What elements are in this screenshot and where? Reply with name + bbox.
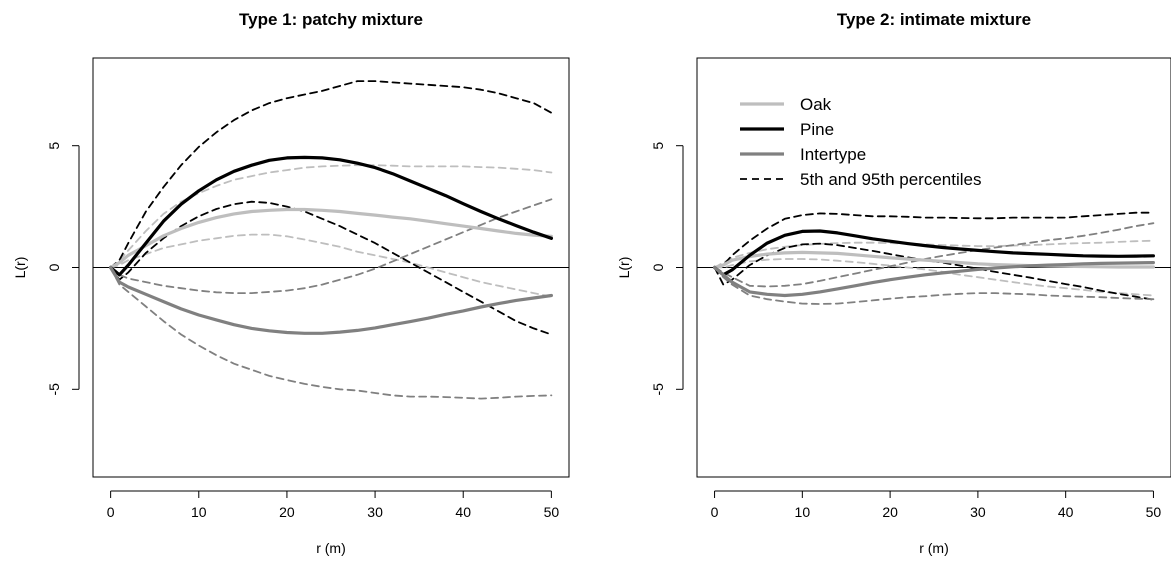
y-tick-label: 5 — [650, 142, 666, 150]
series-line-pine — [108, 155, 554, 277]
series-line-oak — [712, 250, 1156, 270]
series-line-oak — [108, 207, 554, 270]
x-tick-label: 40 — [1058, 504, 1074, 520]
x-tick-label: 10 — [191, 504, 207, 520]
series-line-intertype-lower — [713, 266, 1155, 305]
y-axis-label: L(r) — [616, 257, 632, 279]
series-line-pine-lower — [109, 200, 553, 336]
series-line-intertype-upper — [109, 198, 553, 295]
chart-title: Type 2: intimate mixture — [837, 10, 1031, 29]
x-tick-label: 30 — [970, 504, 986, 520]
series-line-oak-upper — [109, 164, 553, 269]
legend-label: Oak — [800, 95, 832, 114]
x-tick-label: 20 — [882, 504, 898, 520]
y-tick-label: 0 — [650, 263, 666, 271]
x-tick-label: 10 — [795, 504, 811, 520]
legend-label: Pine — [800, 120, 834, 139]
x-axis-label: r (m) — [316, 540, 346, 556]
series-line-pine-upper — [713, 211, 1155, 269]
series-group — [712, 211, 1156, 305]
series-line-intertype-lower — [109, 266, 553, 400]
series-line-intertype — [712, 261, 1156, 298]
legend-label: Intertype — [800, 145, 866, 164]
legend: Oak Pine Intertype 5th and 95th percentiles — [740, 95, 981, 189]
y-axis-label: L(r) — [12, 257, 28, 279]
x-tick-label: 20 — [279, 504, 295, 520]
chart-title: Type 1: patchy mixture — [239, 10, 423, 29]
y-tick-label: 0 — [46, 263, 62, 271]
y-tick-label: -5 — [46, 383, 62, 396]
series-line-pine-upper — [109, 80, 553, 269]
x-tick-label: 0 — [711, 504, 719, 520]
y-tick-label: 5 — [46, 142, 62, 150]
chart-panel-2: Type 2: intimate mixture 0 10 20 30 40 50 -5 0 5 r… — [616, 10, 1171, 556]
y-tick-label: -5 — [650, 383, 666, 396]
chart-panel-1: Type 1: patchy mixture 0 10 20 30 40 50 -5 0 5 r (… — [12, 10, 570, 556]
legend-label: 5th and 95th percentiles — [800, 170, 981, 189]
series-line-intertype — [108, 265, 554, 335]
series-group — [108, 80, 554, 400]
series-line-pine — [712, 229, 1156, 277]
x-tick-label: 50 — [544, 504, 560, 520]
x-tick-label: 40 — [455, 504, 471, 520]
series-line-oak-lower — [109, 233, 553, 298]
x-tick-label: 0 — [107, 504, 115, 520]
x-axis-label: r (m) — [919, 540, 949, 556]
series-line-oak-lower — [713, 258, 1155, 297]
x-tick-label: 30 — [367, 504, 383, 520]
x-tick-label: 50 — [1146, 504, 1162, 520]
series-line-oak-upper — [713, 239, 1155, 269]
